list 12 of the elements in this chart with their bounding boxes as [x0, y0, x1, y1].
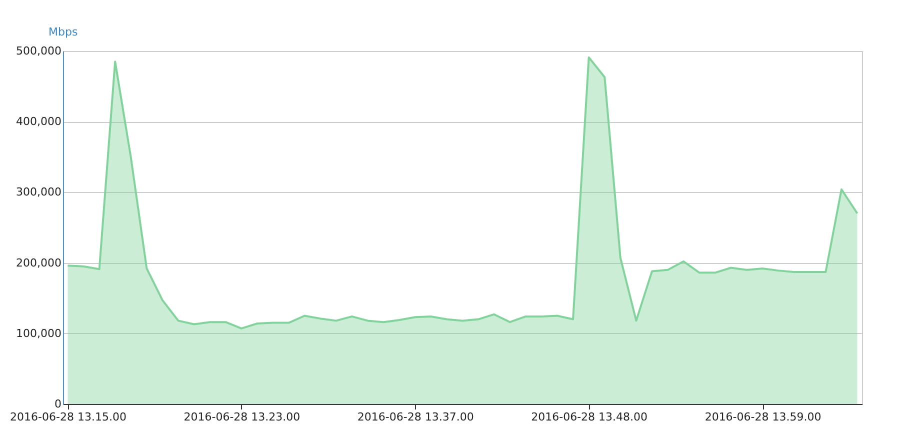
y-tick-label: 300,000	[16, 186, 62, 199]
x-tick-label: 2016-06-28 13.23.00	[184, 410, 300, 424]
x-tick-label: 2016-06-28 13.15.00	[10, 410, 126, 424]
y-tick-label: 0	[54, 398, 62, 410]
y-tick-label: 200,000	[16, 256, 62, 270]
y-axis-title: Mbps	[48, 26, 78, 38]
y-tick-label: 400,000	[16, 115, 62, 128]
y-tick-label: 100,000	[16, 326, 62, 340]
y-tick-label: 500,000	[16, 44, 62, 58]
x-tick-label: 2016-06-28 13.48.00	[531, 410, 648, 424]
x-tick-label: 2016-06-28 13.59.00	[704, 410, 822, 424]
x-tick-label: 2016-06-28 13.37.00	[357, 410, 474, 424]
